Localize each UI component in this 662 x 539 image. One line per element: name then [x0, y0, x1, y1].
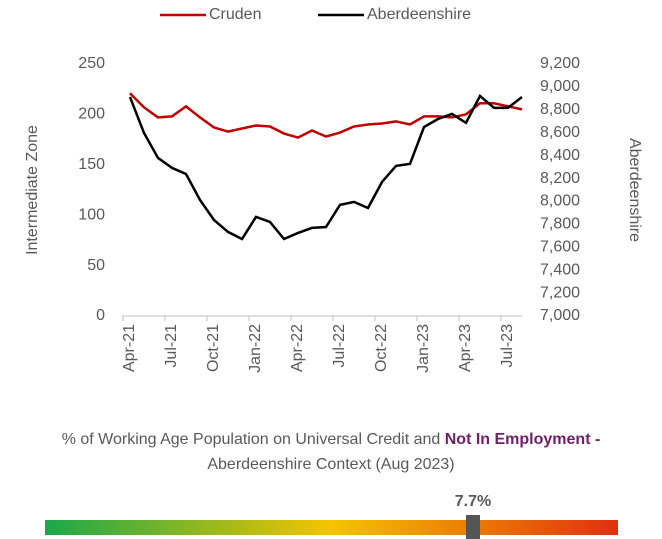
legend-label: Aberdeenshire: [367, 6, 471, 23]
gauge-title-suffix: Aberdeenshire Context (Aug 2023): [207, 456, 455, 473]
y2-tick-label: 9,000: [540, 78, 580, 95]
x-tick-label: Apr-23: [457, 324, 474, 372]
y-tick-label: 150: [78, 156, 105, 173]
y-tick-label: 250: [78, 55, 105, 72]
x-tick-label: Jul-22: [331, 324, 348, 368]
y-axis-title: Intermediate Zone: [24, 125, 41, 255]
gauge-title: % of Working Age Population on Universal…: [31, 427, 631, 477]
x-tick-label: Oct-22: [373, 324, 390, 372]
gauge-marker: [466, 515, 480, 539]
y-tick-label: 100: [78, 206, 105, 223]
x-tick-label: Jan-22: [247, 324, 264, 373]
y2-tick-label: 8,000: [540, 193, 580, 210]
series-line: [128, 93, 523, 241]
x-tick-label: Jul-21: [163, 324, 180, 368]
y2-tick-label: 8,800: [540, 101, 580, 118]
y2-axis-title: Aberdeenshire: [626, 138, 643, 242]
y2-tick-label: 9,200: [540, 55, 580, 72]
y-tick-label: 200: [78, 106, 105, 123]
y2-tick-label: 8,400: [540, 147, 580, 164]
y2-tick-label: 7,400: [540, 261, 580, 278]
gauge-title-prefix: % of Working Age Population on Universal…: [61, 431, 441, 448]
gauge-bar: [45, 520, 618, 535]
series-line: [129, 92, 523, 139]
x-tick-label: Jul-23: [499, 324, 516, 368]
x-tick-label: Apr-21: [121, 324, 138, 372]
x-tick-label: Apr-22: [289, 324, 306, 372]
gauge-value: 7.7%: [455, 493, 491, 510]
y2-tick-label: 7,800: [540, 216, 580, 233]
legend-label: Cruden: [209, 6, 261, 23]
y2-tick-label: 7,600: [540, 238, 580, 255]
gauge-title-highlight: Not In Employment -: [444, 431, 601, 448]
y2-tick-label: 7,200: [540, 284, 580, 301]
y2-tick-label: 8,600: [540, 124, 580, 141]
x-tick-label: Oct-21: [205, 324, 222, 372]
y-tick-label: 0: [96, 307, 105, 324]
y-tick-label: 50: [87, 257, 105, 274]
x-tick-label: Jan-23: [415, 324, 432, 373]
y2-tick-label: 7,000: [540, 307, 580, 324]
y2-tick-label: 8,200: [540, 170, 580, 187]
